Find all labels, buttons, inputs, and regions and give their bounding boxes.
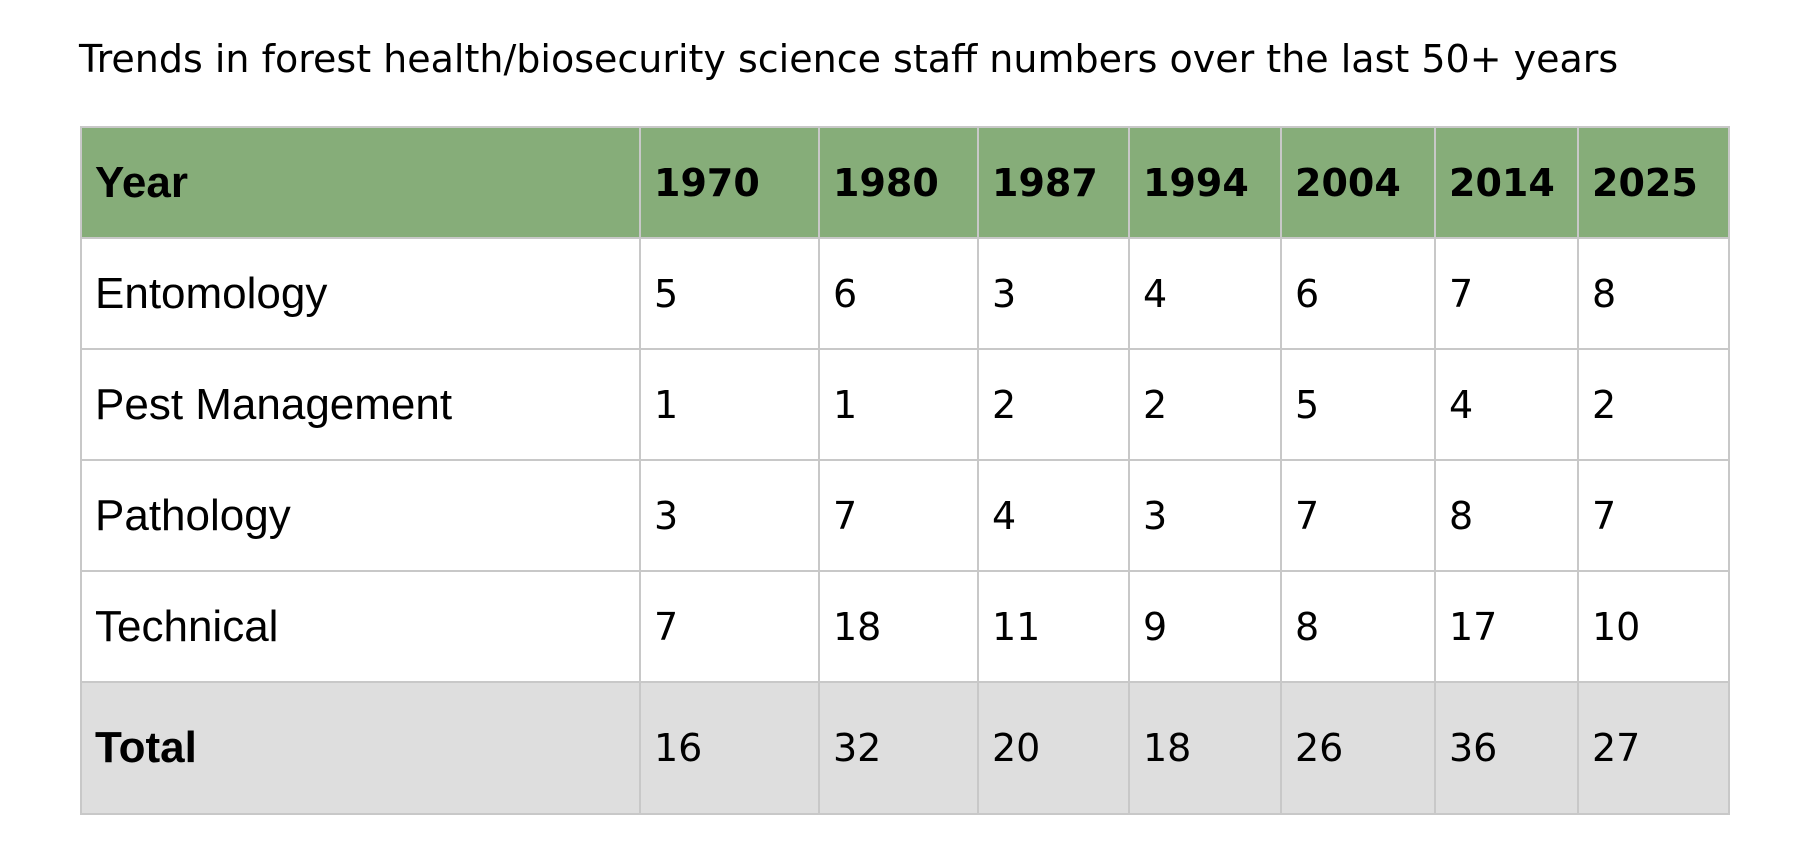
staff-numbers-table: Year 1970 1980 1987 1994 2004 2014 2025 … bbox=[80, 126, 1730, 815]
table-cell: 5 bbox=[639, 237, 820, 350]
table-row-entomology: Entomology 5 6 3 4 6 7 8 bbox=[80, 237, 1730, 350]
table-cell: 2 bbox=[1128, 348, 1282, 461]
table-cell: 2 bbox=[977, 348, 1130, 461]
table-cell: 4 bbox=[1434, 348, 1579, 461]
total-cell: 16 bbox=[639, 681, 820, 815]
table-cell: 6 bbox=[818, 237, 979, 350]
table-cell: 1 bbox=[818, 348, 979, 461]
total-cell: 18 bbox=[1128, 681, 1282, 815]
table-cell: 1 bbox=[639, 348, 820, 461]
row-label: Pathology bbox=[80, 459, 641, 572]
header-row: Year 1970 1980 1987 1994 2004 2014 2025 bbox=[80, 126, 1730, 239]
table-cell: 7 bbox=[639, 570, 820, 683]
table-cell: 4 bbox=[1128, 237, 1282, 350]
header-cell-year: 1970 bbox=[639, 126, 820, 239]
row-label: Entomology bbox=[80, 237, 641, 350]
total-cell: 27 bbox=[1577, 681, 1730, 815]
total-cell: 32 bbox=[818, 681, 979, 815]
row-label: Technical bbox=[80, 570, 641, 683]
header-cell-year: 2025 bbox=[1577, 126, 1730, 239]
table-cell: 3 bbox=[639, 459, 820, 572]
row-label: Pest Management bbox=[80, 348, 641, 461]
table-cell: 8 bbox=[1434, 459, 1579, 572]
table-row-total: Total 16 32 20 18 26 36 27 bbox=[80, 681, 1730, 815]
header-cell-year-label: Year bbox=[80, 126, 641, 239]
table-cell: 2 bbox=[1577, 348, 1730, 461]
table-cell: 8 bbox=[1577, 237, 1730, 350]
table-cell: 6 bbox=[1280, 237, 1436, 350]
table-row-technical: Technical 7 18 11 9 8 17 10 bbox=[80, 570, 1730, 683]
header-cell-year: 2014 bbox=[1434, 126, 1579, 239]
table-cell: 11 bbox=[977, 570, 1130, 683]
table-cell: 7 bbox=[1280, 459, 1436, 572]
header-cell-year: 1987 bbox=[977, 126, 1130, 239]
table-cell: 17 bbox=[1434, 570, 1579, 683]
table-cell: 18 bbox=[818, 570, 979, 683]
row-label: Total bbox=[80, 681, 641, 815]
table-row-pathology: Pathology 3 7 4 3 7 8 7 bbox=[80, 459, 1730, 572]
header-cell-year: 2004 bbox=[1280, 126, 1436, 239]
table-cell: 3 bbox=[1128, 459, 1282, 572]
header-cell-year: 1994 bbox=[1128, 126, 1282, 239]
table-cell: 5 bbox=[1280, 348, 1436, 461]
table-cell: 7 bbox=[1577, 459, 1730, 572]
table-cell: 4 bbox=[977, 459, 1130, 572]
table-cell: 7 bbox=[818, 459, 979, 572]
total-cell: 26 bbox=[1280, 681, 1436, 815]
table-cell: 8 bbox=[1280, 570, 1436, 683]
total-cell: 20 bbox=[977, 681, 1130, 815]
table-caption: Trends in forest health/biosecurity scie… bbox=[79, 37, 1619, 81]
total-cell: 36 bbox=[1434, 681, 1579, 815]
table-row-pest-management: Pest Management 1 1 2 2 5 4 2 bbox=[80, 348, 1730, 461]
table-cell: 9 bbox=[1128, 570, 1282, 683]
header-cell-year: 1980 bbox=[818, 126, 979, 239]
table-cell: 3 bbox=[977, 237, 1130, 350]
table-cell: 10 bbox=[1577, 570, 1730, 683]
table-cell: 7 bbox=[1434, 237, 1579, 350]
